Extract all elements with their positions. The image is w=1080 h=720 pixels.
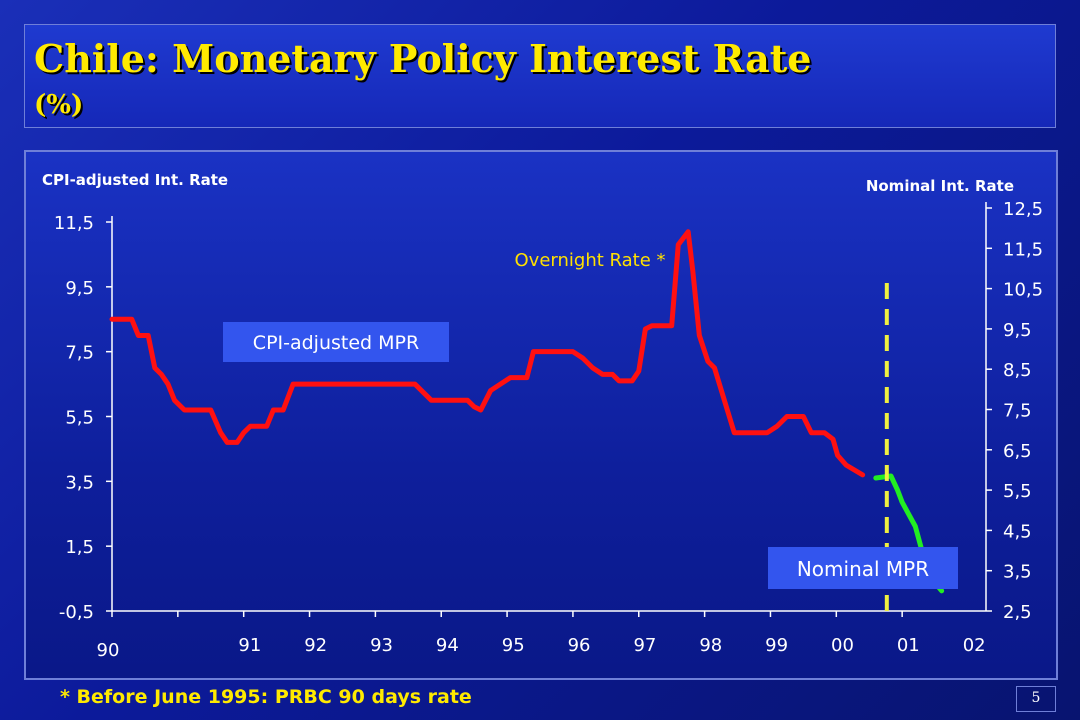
right-tick-label: 2,5: [1003, 602, 1032, 623]
annotation-layer: Overnight Rate * CPI-adjusted MPR Nominal …: [223, 250, 958, 611]
right-tick-label: 4,5: [1003, 521, 1032, 542]
left-axis-label: CPI-adjusted Int. Rate: [42, 171, 228, 189]
left-tick-label: 7,5: [65, 343, 94, 364]
right-tick-label: 8,5: [1003, 360, 1032, 381]
left-tick-label: -0,5: [59, 602, 94, 623]
left-tick-label: 3,5: [65, 472, 94, 493]
overnight-rate-label: Overnight Rate *: [515, 250, 666, 271]
right-tick-label: 7,5: [1003, 401, 1032, 422]
left-tick-label: 9,5: [65, 278, 94, 299]
cpi-mpr-label-box: [223, 322, 449, 362]
page-subtitle: (%): [34, 90, 84, 120]
left-tick-label: 1,5: [65, 537, 94, 558]
right-axis: Nominal Int. Rate 12,5 11,5 10,5 9,5 8,5 7,5 6,…: [866, 177, 1043, 623]
left-tick-label: 5,5: [65, 408, 94, 429]
x-tick-label: 98: [699, 635, 722, 656]
x-tick-label: 94: [436, 635, 459, 656]
right-tick-label: 6,5: [1003, 441, 1032, 462]
x-tick-label: 92: [304, 635, 327, 656]
left-tick-label: 11,5: [54, 213, 94, 234]
x-tick-label: 01: [897, 635, 920, 656]
right-axis-label: Nominal Int. Rate: [866, 177, 1014, 195]
right-tick-label: 5,5: [1003, 481, 1032, 502]
x-tick-label: 90: [97, 640, 120, 661]
nominal-mpr-label-box: [768, 547, 958, 589]
right-tick-label: 11,5: [1003, 239, 1043, 260]
series-layer: [109, 229, 945, 594]
x-tick-label: 00: [831, 635, 854, 656]
footnote: * Before June 1995: PRBC 90 days rate: [60, 686, 472, 708]
x-tick-label: 97: [633, 635, 656, 656]
cpi-adjusted-mpr-line: [109, 229, 866, 478]
right-tick-label: 9,5: [1003, 320, 1032, 341]
right-tick-label: 3,5: [1003, 562, 1032, 583]
x-tick-label: 95: [502, 635, 525, 656]
left-axis: CPI-adjusted Int. Rate 11,5 9,5 7,5 5,5 3,5 1,…: [42, 171, 228, 623]
x-tick-label: 02: [963, 635, 986, 656]
right-tick-label: 12,5: [1003, 199, 1043, 220]
title-panel: [24, 24, 1056, 128]
page-title: Chile: Monetary Policy Interest Rate: [34, 36, 812, 81]
x-tick-label: 93: [370, 635, 393, 656]
cpi-mpr-label: CPI-adjusted MPR: [253, 332, 419, 354]
right-tick-label: 10,5: [1003, 280, 1043, 301]
x-axis: 90 91 92 93 94 95 96 97 98 99 00 01 02: [97, 610, 986, 661]
x-tick-label: 99: [765, 635, 788, 656]
nominal-mpr-label: Nominal MPR: [797, 557, 929, 581]
x-tick-label: 91: [238, 635, 261, 656]
x-tick-label: 96: [568, 635, 591, 656]
page-number: 5: [1016, 686, 1056, 712]
